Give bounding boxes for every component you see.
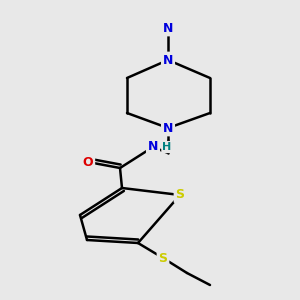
Text: H: H [162, 142, 172, 152]
Text: N: N [163, 53, 173, 67]
Text: S: S [176, 188, 184, 202]
Text: N: N [163, 22, 173, 34]
Text: N: N [148, 140, 158, 154]
Text: N: N [163, 122, 173, 134]
Text: O: O [83, 155, 93, 169]
Text: S: S [158, 251, 167, 265]
